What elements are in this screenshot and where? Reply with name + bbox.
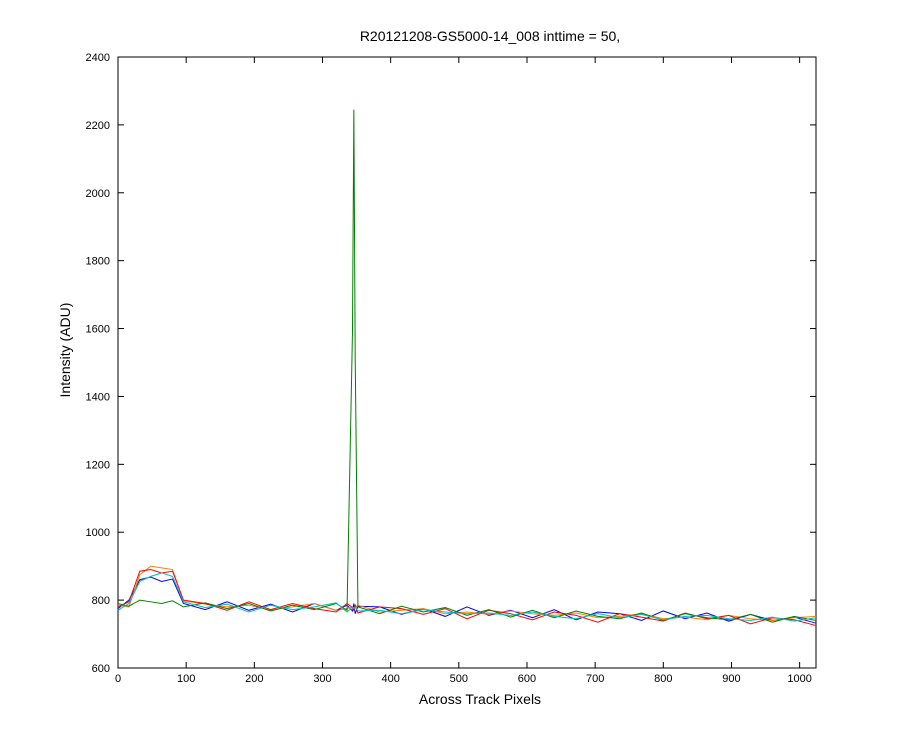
y-tick-label: 2400: [86, 52, 110, 64]
y-axis-label: Intensity (ADU): [57, 303, 73, 398]
x-tick-label: 1000: [787, 673, 811, 685]
data-line: [117, 576, 817, 624]
y-tick-label: 2200: [86, 120, 110, 132]
x-tick-label: 800: [654, 673, 672, 685]
x-tick-label: 900: [722, 673, 740, 685]
chart-title: R20121208-GS5000-14_008 inttime = 50,: [360, 28, 620, 44]
y-tick-label: 1800: [86, 256, 110, 268]
plot-frame: [117, 56, 817, 669]
y-tick-label: 1600: [86, 324, 110, 336]
x-tick-label: 300: [313, 673, 331, 685]
x-tick-label: 500: [450, 673, 468, 685]
y-tick-label: 800: [92, 595, 110, 607]
y-tick-label: 1000: [86, 527, 110, 539]
x-tick-label: 600: [518, 673, 536, 685]
x-tick-label: 700: [586, 673, 604, 685]
y-tick-label: 1200: [86, 459, 110, 471]
x-tick-label: 0: [115, 673, 121, 685]
x-tick-label: 400: [381, 673, 399, 685]
data-line: [117, 572, 817, 622]
x-axis-label: Across Track Pixels: [419, 691, 541, 707]
x-tick-label: 200: [245, 673, 263, 685]
y-tick-label: 1400: [86, 391, 110, 403]
y-tick-label: 600: [92, 663, 110, 675]
x-tick-label: 100: [177, 673, 195, 685]
y-tick-label: 2000: [86, 188, 110, 200]
